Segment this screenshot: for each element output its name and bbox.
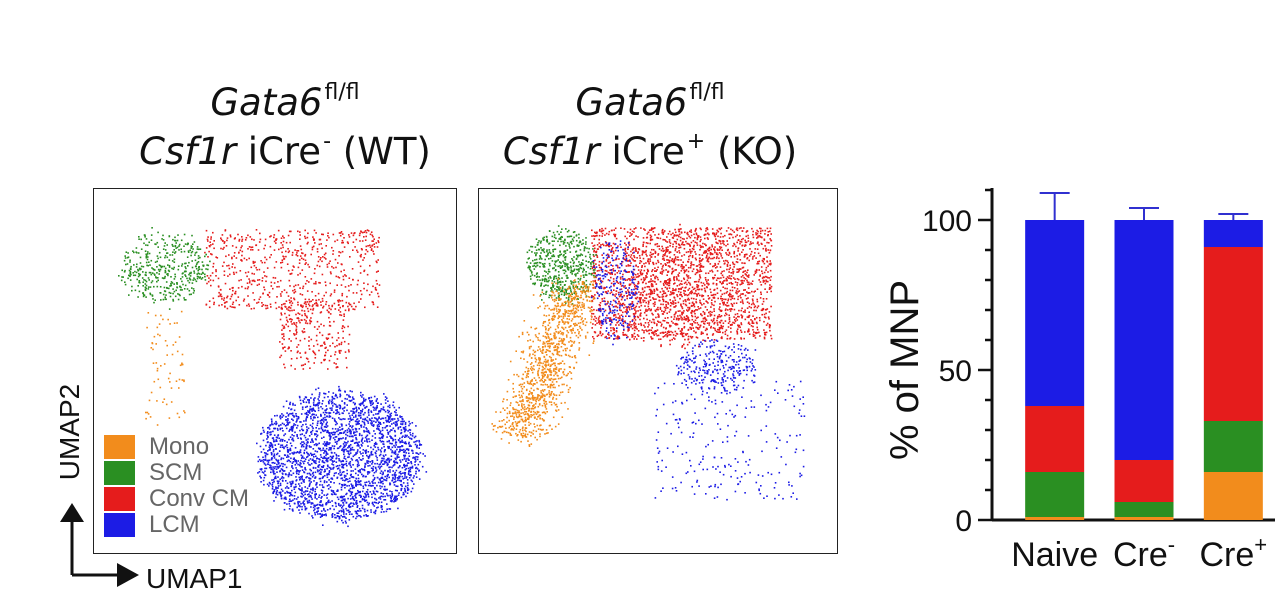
x-tick-superscript: + xyxy=(1254,532,1267,557)
bar-segment-scm xyxy=(1203,421,1263,472)
bar-segment-lcm xyxy=(1203,220,1263,247)
cluster-mono-points xyxy=(491,275,610,447)
legend-label: LCM xyxy=(149,511,200,538)
x-tick-label: Naive xyxy=(1011,536,1098,574)
cre-superscript: + xyxy=(686,129,706,154)
legend-label: Mono xyxy=(149,433,210,460)
cluster-mono-points xyxy=(145,310,186,426)
y-tick-label: 0 xyxy=(955,505,972,538)
x-tick-superscript: - xyxy=(1168,532,1175,557)
gene-superscript: fl/fl xyxy=(689,80,725,105)
legend-item-scm: SCM xyxy=(104,459,249,486)
cre-name: iCre xyxy=(247,130,322,173)
umap-axis-arrows xyxy=(60,503,139,587)
umap2-arrow-head xyxy=(60,503,84,522)
y-tick-label: 50 xyxy=(939,355,972,388)
legend-swatch xyxy=(104,461,135,485)
driver-name: Csf1r xyxy=(502,130,600,173)
group-label: (KO) xyxy=(716,130,798,173)
umap-scatter-ko xyxy=(491,223,806,501)
cluster-lcm-points xyxy=(654,380,806,501)
legend-swatch xyxy=(104,487,135,511)
legend-item-lcm: LCM xyxy=(104,511,249,538)
cluster-lcm-points xyxy=(675,339,757,393)
bar-segment-lcm xyxy=(1114,220,1174,460)
bar-segment-lcm xyxy=(1025,220,1085,406)
bar-segment-scm xyxy=(1025,472,1085,517)
panel-title-ko: Gata6fl/fl Csf1r iCre+ (KO) xyxy=(460,80,840,173)
legend-item-mono: Mono xyxy=(104,433,249,460)
umap-panel-wt xyxy=(93,188,457,554)
stacked-bar-chart: 0 50 100 % of MNP Naive Cre- Cre+ xyxy=(883,188,1275,574)
legend-swatch xyxy=(104,513,135,537)
bar-segment-scm xyxy=(1114,502,1174,517)
bar-segment-conv-cm xyxy=(1203,247,1263,421)
y-tick-label: 100 xyxy=(922,205,972,238)
bar-segment-mono xyxy=(1203,472,1263,520)
cluster-lcm-points xyxy=(256,385,428,528)
x-tick-label: Cre+ xyxy=(1200,532,1268,574)
umap1-label: UMAP1 xyxy=(146,563,243,594)
driver-name: Csf1r xyxy=(139,130,237,173)
bar-segment-conv-cm xyxy=(1114,460,1174,502)
legend-swatch xyxy=(104,435,135,459)
umap-scatter-wt xyxy=(118,227,428,528)
bar-segment-conv-cm xyxy=(1025,406,1085,472)
cluster-conv-cm-points xyxy=(204,229,381,311)
x-tick-label: Cre- xyxy=(1113,532,1175,574)
bar-segment-mono xyxy=(1114,517,1174,520)
legend-label: SCM xyxy=(149,459,203,486)
cluster-lcm-points xyxy=(590,240,640,346)
umap2-label: UMAP2 xyxy=(54,383,85,481)
panel-title-wt: Gata6fl/fl Csf1r iCre- (WT) xyxy=(95,80,475,173)
y-axis-label: % of MNP xyxy=(883,280,927,460)
cluster-conv-cm-points xyxy=(614,223,745,350)
umap-panel-ko xyxy=(478,188,838,554)
cluster-conv-cm-points xyxy=(279,299,351,370)
legend-item-conv-cm: Conv CM xyxy=(104,485,250,512)
umap1-arrow-head xyxy=(117,563,139,587)
cluster-scm-points xyxy=(526,225,597,305)
cluster-scm-points xyxy=(118,227,211,310)
cluster-legend: Mono SCM Conv CM LCM xyxy=(104,433,250,538)
gene-superscript: fl/fl xyxy=(324,80,360,105)
bar-segment-mono xyxy=(1025,517,1085,520)
gene-name: Gata6 xyxy=(210,81,323,124)
cluster-conv-cm-points xyxy=(591,227,773,341)
cre-superscript: - xyxy=(323,129,332,154)
legend-label: Conv CM xyxy=(149,485,250,512)
cre-name: iCre xyxy=(611,130,685,173)
gene-name: Gata6 xyxy=(575,81,688,124)
group-label: (WT) xyxy=(342,130,431,173)
